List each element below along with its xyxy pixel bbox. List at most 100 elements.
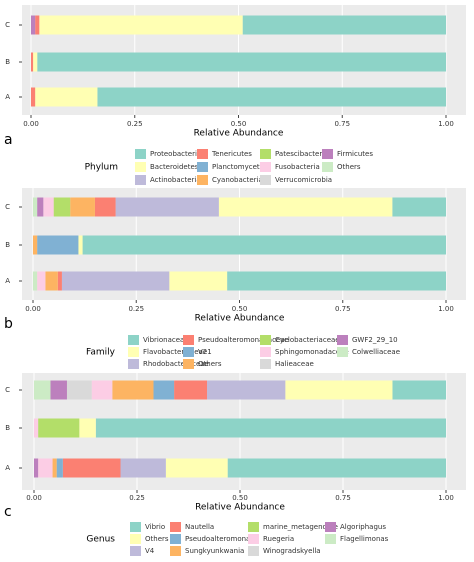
legend-swatch: [128, 359, 139, 369]
legend-label: Halieaceae: [275, 360, 314, 368]
legend-swatch: [170, 546, 181, 556]
legend-label: Sphingomonadaceae: [275, 348, 349, 356]
legend-swatch: [170, 534, 181, 544]
legend-swatch: [325, 534, 336, 544]
bar-segment: [61, 271, 170, 291]
legend-label: marine_metagenome: [263, 523, 338, 531]
panel-label: c: [4, 504, 12, 520]
bar-segment: [153, 380, 175, 400]
legend-swatch: [260, 347, 271, 357]
legend-swatch: [135, 175, 146, 185]
legend-label: Nautella: [185, 523, 214, 531]
legend-swatch: [197, 162, 208, 172]
bar-segment: [218, 197, 393, 217]
x-tick-label: 1.00: [438, 120, 454, 128]
legend-label: Flavobacteriaceae: [143, 348, 207, 356]
bar-segment: [242, 15, 446, 35]
x-tick-label: 1.00: [438, 305, 454, 313]
y-tick-label: C: [5, 21, 10, 29]
bar-segment: [34, 418, 39, 438]
bar-segment: [43, 197, 54, 217]
bar-segment: [35, 87, 98, 107]
x-tick-label: 1.00: [438, 494, 454, 502]
legend-swatch: [260, 162, 271, 172]
legend-label: Rhodobacteraceae: [143, 360, 209, 368]
legend-label: Cyanobacteria: [212, 176, 263, 184]
bar-segment: [82, 235, 446, 255]
bar-segment: [37, 197, 44, 217]
legend-swatch: [337, 347, 348, 357]
y-tick-label: A: [5, 93, 10, 101]
legend-label: Vibrionaceae: [143, 336, 189, 344]
legend-swatch: [260, 359, 271, 369]
bar-segment: [33, 197, 38, 217]
legend-swatch: [183, 335, 194, 345]
bar-segment: [34, 380, 51, 400]
panel-label: b: [4, 316, 13, 332]
bar-segment: [174, 380, 208, 400]
x-tick-label: 0.75: [335, 494, 351, 502]
bar-segment: [50, 380, 67, 400]
legend-swatch: [170, 522, 181, 532]
y-tick-label: C: [5, 203, 10, 211]
legend-swatch: [248, 522, 259, 532]
legend-label: Others: [145, 535, 169, 543]
legend-swatch: [337, 335, 348, 345]
x-tick-label: 0.75: [335, 305, 351, 313]
legend-swatch: [322, 162, 333, 172]
bar-segment: [94, 197, 116, 217]
legend-label: V21: [198, 348, 212, 356]
y-tick-label: B: [5, 424, 10, 432]
bar-segment: [37, 271, 46, 291]
bar-segment: [70, 197, 95, 217]
bar-segment: [37, 235, 79, 255]
y-tick-label: A: [5, 277, 10, 285]
legend-label: Ruegeria: [263, 535, 294, 543]
bar-segment: [227, 458, 446, 478]
x-tick-label: 0.00: [26, 494, 42, 502]
legend-label: Proteobacteria: [150, 150, 201, 158]
legend-title: Family: [86, 348, 116, 358]
bar-segment: [31, 15, 36, 35]
legend-label: Pseudoalteromonadaceae: [198, 336, 289, 344]
bar-segment: [39, 15, 243, 35]
legend-label: Vibrio: [145, 523, 165, 531]
bar-segment: [392, 380, 446, 400]
legend-label: Flagellimonas: [340, 535, 389, 543]
legend-label: Pseudoalteromonas: [185, 535, 254, 543]
y-tick-label: A: [5, 464, 10, 472]
legend-label: Fusobacteria: [275, 163, 320, 171]
legend-title: Genus: [86, 535, 115, 545]
legend-label: Tenericutes: [211, 150, 252, 158]
bar-segment: [392, 197, 446, 217]
x-tick-label: 0.50: [232, 305, 248, 313]
bar-segment: [207, 380, 286, 400]
bar-segment: [52, 458, 57, 478]
legend-swatch: [128, 335, 139, 345]
legend-swatch: [197, 175, 208, 185]
panel-label: a: [4, 132, 13, 148]
bar-segment: [165, 458, 228, 478]
legend-swatch: [248, 534, 259, 544]
bar-segment: [227, 271, 446, 291]
bar-segment: [56, 458, 63, 478]
bar-segment: [34, 458, 39, 478]
legend-swatch: [183, 347, 194, 357]
x-tick-label: 0.25: [127, 120, 143, 128]
legend-swatch: [248, 546, 259, 556]
y-tick-label: B: [5, 58, 10, 66]
bar-segment: [33, 271, 38, 291]
bar-segment: [38, 458, 53, 478]
legend-label: Cyclobacteriaceae: [275, 336, 340, 344]
bar-segment: [78, 235, 83, 255]
legend-title: Phylum: [85, 163, 118, 173]
legend-swatch: [322, 149, 333, 159]
bar-segment: [115, 197, 219, 217]
legend-swatch: [130, 522, 141, 532]
bar-segment: [35, 15, 40, 35]
bar-segment: [62, 458, 121, 478]
bar-segment: [79, 418, 96, 438]
legend-label: Sungkyunkwania: [185, 547, 244, 555]
bar-segment: [38, 418, 80, 438]
